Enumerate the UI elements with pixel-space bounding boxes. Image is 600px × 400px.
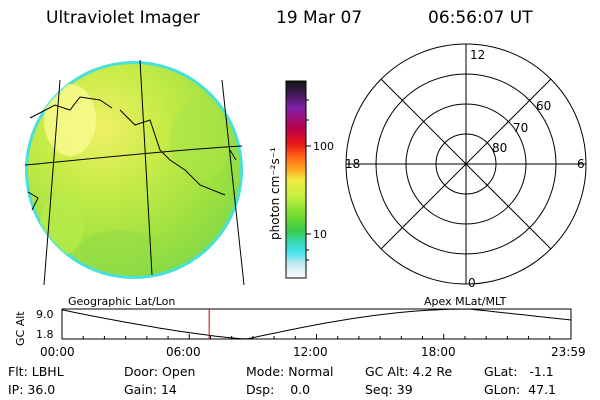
footer-gc-alt: GC Alt: 4.2 Re — [365, 364, 453, 379]
mlat-label-70: 70 — [513, 121, 528, 135]
uv-image — [24, 59, 245, 286]
time-label: 06:56:07 UT — [428, 8, 533, 28]
time-tick-1800: 18:00 — [421, 345, 456, 359]
mlt-label-18: 18 — [345, 157, 360, 171]
footer-flt: Flt: LBHL — [8, 364, 64, 379]
alt-max-label: 9.0 — [36, 308, 54, 321]
mlat-label-60: 60 — [536, 99, 551, 113]
footer-ip: IP: 36.0 — [8, 382, 56, 397]
time-tick-0600: 06:00 — [166, 345, 201, 359]
colorbar-tick-100: 100 — [313, 140, 334, 153]
colorbar: 100 10 photon cm⁻²s⁻¹ — [268, 80, 334, 279]
mlat-label-80: 80 — [492, 141, 507, 155]
footer-door: Door: Open — [124, 364, 196, 379]
time-tick-2359: 23:59 — [551, 345, 586, 359]
polar-grid — [345, 43, 587, 285]
colorbar-unit-label: photon cm⁻²s⁻¹ — [268, 147, 282, 240]
mlt-label-6: 6 — [577, 157, 585, 171]
altitude-curve — [61, 308, 572, 340]
time-tick-1200: 12:00 — [293, 345, 328, 359]
alt-min-label: 1.8 — [36, 328, 54, 341]
footer-glon: GLon: 47.1 — [484, 382, 557, 397]
date-label: 19 Mar 07 — [276, 8, 363, 28]
mlt-label-12: 12 — [470, 48, 485, 62]
footer-glat: GLat: -1.1 — [484, 364, 554, 379]
geographic-label: Geographic Lat/Lon — [68, 295, 175, 308]
footer-seq: Seq: 39 — [365, 382, 413, 397]
orbit-plot: Geographic Lat/Lon Apex MLat/MLT GC Alt … — [14, 295, 586, 359]
time-tick-0000: 00:00 — [40, 345, 75, 359]
mlt-label-0: 0 — [468, 276, 476, 290]
gc-alt-axis-label: GC Alt — [14, 311, 27, 346]
app-title: Ultraviolet Imager — [46, 8, 200, 28]
footer-gain: Gain: 14 — [124, 382, 177, 397]
footer-mode: Mode: Normal — [246, 364, 334, 379]
footer-dsp: Dsp: 0.0 — [246, 382, 311, 397]
colorbar-tick-10: 10 — [313, 228, 327, 241]
apex-label: Apex MLat/MLT — [424, 295, 507, 308]
